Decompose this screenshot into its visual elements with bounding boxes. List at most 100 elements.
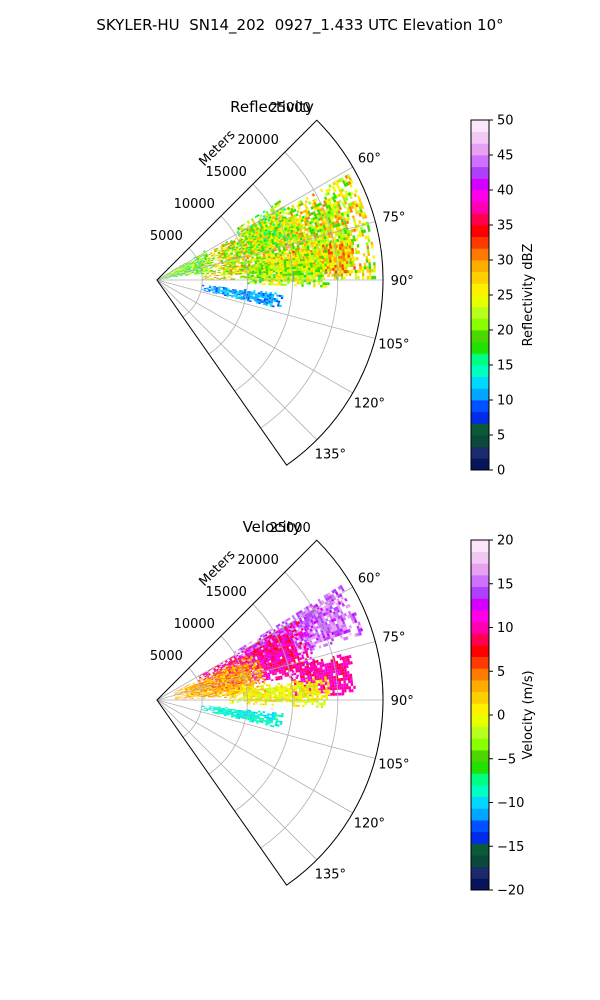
echo-cell bbox=[315, 248, 319, 252]
echo-cell bbox=[280, 271, 283, 274]
echo-cell bbox=[231, 290, 235, 292]
echo-cell bbox=[261, 273, 264, 275]
echo-cell bbox=[163, 276, 166, 278]
echo-cell bbox=[202, 259, 205, 261]
echo-cell bbox=[266, 276, 269, 279]
echo-cell bbox=[341, 267, 345, 271]
echo-cell bbox=[301, 248, 304, 252]
echo-cell bbox=[333, 221, 337, 225]
echo-cell bbox=[177, 272, 180, 274]
echo-cell bbox=[327, 240, 330, 244]
echo-cell bbox=[366, 224, 370, 229]
echo-cell bbox=[264, 251, 268, 254]
echo-cell bbox=[229, 257, 233, 260]
echo-cell bbox=[265, 269, 269, 272]
echo-cell bbox=[284, 256, 288, 260]
echo-cell bbox=[194, 273, 197, 275]
echo-cell bbox=[254, 224, 258, 227]
echo-cell bbox=[340, 255, 344, 259]
echo-cell bbox=[204, 259, 208, 262]
echo-cell bbox=[304, 217, 309, 221]
echo-cell bbox=[315, 251, 319, 255]
echo-cell bbox=[321, 239, 325, 243]
echo-cell bbox=[327, 268, 330, 272]
echo-cell bbox=[215, 269, 218, 271]
echo-cell bbox=[261, 274, 264, 277]
echo-cell bbox=[362, 253, 366, 257]
echo-cell bbox=[180, 268, 183, 270]
echo-cell bbox=[220, 286, 223, 288]
echo-cell bbox=[260, 238, 264, 242]
echo-cell bbox=[204, 258, 208, 261]
echo-cell bbox=[165, 275, 169, 277]
colorbar-tick-label: 35 bbox=[497, 219, 514, 234]
echo-cell bbox=[248, 266, 252, 269]
echo-cell bbox=[252, 248, 255, 252]
colorbar-tick-label: 40 bbox=[497, 184, 514, 199]
echo-cell bbox=[334, 233, 338, 237]
echo-cell bbox=[221, 249, 225, 252]
echo-cell bbox=[173, 275, 176, 277]
colorbar-segment bbox=[471, 423, 489, 436]
echo-cell bbox=[192, 265, 195, 267]
echo-cell bbox=[168, 276, 171, 278]
echo-cell bbox=[196, 264, 200, 266]
echo-cell bbox=[296, 268, 299, 271]
echo-cell bbox=[172, 268, 176, 271]
echo-cell bbox=[302, 231, 306, 235]
echo-cell bbox=[366, 245, 370, 250]
radial-tick-label: 20000 bbox=[237, 133, 278, 148]
echo-cell bbox=[174, 271, 177, 273]
colorbar-segment bbox=[471, 446, 489, 459]
echo-cell bbox=[264, 235, 268, 238]
echo-cell bbox=[232, 260, 236, 263]
echo-cell bbox=[351, 247, 354, 252]
echo-cell bbox=[259, 295, 263, 298]
echo-cell bbox=[225, 242, 229, 245]
echo-cell bbox=[328, 257, 332, 261]
echo-cell bbox=[248, 291, 251, 293]
echo-cell bbox=[269, 228, 273, 232]
echo-cell bbox=[269, 222, 273, 226]
echo-cell bbox=[182, 266, 185, 268]
echo-cell bbox=[272, 255, 276, 258]
echo-cell bbox=[321, 228, 325, 232]
echo-cell bbox=[232, 244, 235, 247]
echo-cell bbox=[320, 672, 324, 676]
echo-cell bbox=[365, 259, 369, 263]
echo-cell bbox=[331, 242, 334, 246]
echo-cell bbox=[334, 223, 338, 228]
echo-cell bbox=[278, 231, 282, 235]
echo-cell bbox=[362, 211, 367, 216]
echo-cell bbox=[224, 289, 228, 291]
echo-cell bbox=[223, 276, 226, 278]
echo-cell bbox=[320, 242, 324, 246]
echo-cell bbox=[236, 292, 239, 294]
echo-cell bbox=[265, 254, 268, 258]
echo-cell bbox=[298, 235, 302, 238]
echo-cell bbox=[343, 677, 346, 681]
echo-cell bbox=[354, 189, 358, 194]
echo-cell bbox=[306, 227, 310, 231]
echo-cell bbox=[361, 266, 365, 270]
echo-cell bbox=[351, 250, 355, 255]
echo-cell bbox=[241, 290, 244, 292]
echo-cell bbox=[324, 221, 328, 225]
echo-cell bbox=[252, 296, 255, 299]
echo-cell bbox=[249, 249, 253, 252]
echo-cell bbox=[313, 282, 316, 285]
echo-cell bbox=[199, 258, 202, 261]
echo-cell bbox=[354, 207, 358, 212]
echo-cell bbox=[340, 218, 344, 223]
echo-cell bbox=[168, 277, 171, 278]
echo-cell bbox=[346, 270, 349, 274]
echo-cell bbox=[191, 272, 194, 274]
echo-cell bbox=[258, 246, 262, 250]
echo-cell bbox=[338, 255, 341, 259]
echo-cell bbox=[248, 246, 251, 249]
echo-cell bbox=[247, 243, 251, 246]
echo-cell bbox=[188, 268, 191, 270]
echo-cell bbox=[300, 261, 303, 264]
echo-cell bbox=[313, 670, 317, 674]
echo-cell bbox=[320, 274, 323, 278]
